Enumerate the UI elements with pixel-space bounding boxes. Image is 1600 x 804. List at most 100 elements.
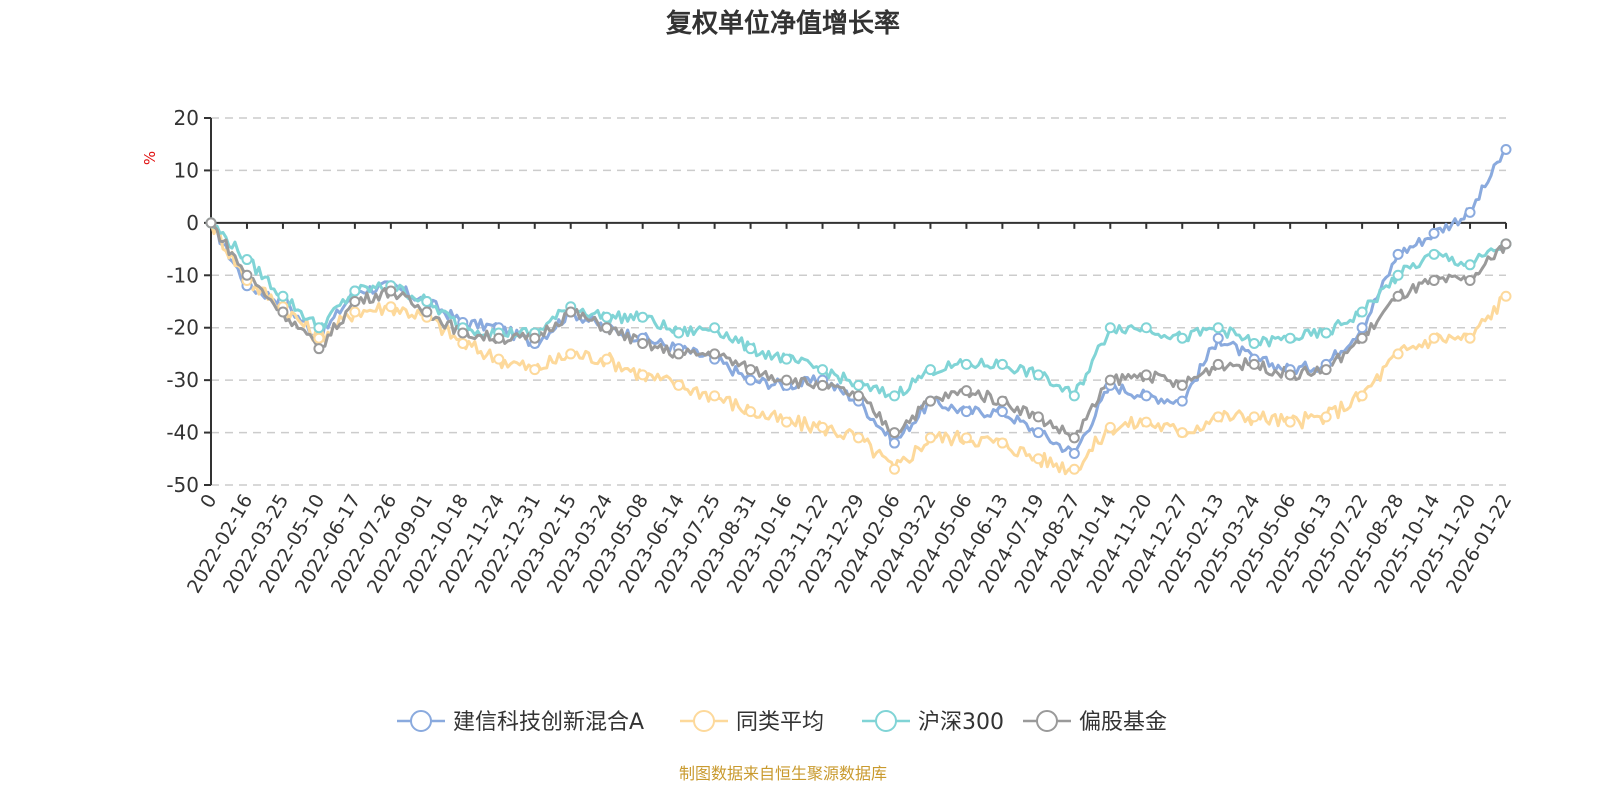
data-point (1356, 322, 1368, 334)
data-point (313, 332, 325, 344)
data-point (241, 254, 253, 266)
data-point (781, 374, 793, 386)
data-point (1212, 411, 1224, 423)
data-source-footer: 制图数据来自恒生聚源数据库 (679, 764, 887, 783)
data-point (1176, 379, 1188, 391)
data-point (1392, 290, 1404, 302)
data-point (1248, 337, 1260, 349)
data-point (888, 390, 900, 402)
data-point (529, 332, 541, 344)
data-point (1356, 306, 1368, 318)
data-point (745, 374, 757, 386)
data-point (205, 217, 217, 229)
data-point (960, 358, 972, 370)
chart-title: 复权单位净值增长率 (666, 8, 900, 39)
y-tick-label: -20 (166, 316, 199, 340)
data-point (709, 390, 721, 402)
data-point (1464, 332, 1476, 344)
y-tick-label: 10 (174, 158, 199, 182)
data-point (1104, 322, 1116, 334)
legend-label: 偏股基金 (1079, 710, 1167, 735)
data-point (1356, 332, 1368, 344)
data-point (1500, 238, 1512, 250)
data-point (1392, 348, 1404, 360)
data-point (457, 337, 469, 349)
data-point (1212, 332, 1224, 344)
legend-marker-icon (875, 710, 897, 732)
data-point (565, 348, 577, 360)
data-point (1464, 259, 1476, 271)
data-point (1248, 358, 1260, 370)
data-point (421, 306, 433, 318)
data-point (637, 337, 649, 349)
data-point (1032, 411, 1044, 423)
data-point (745, 364, 757, 376)
data-point (888, 427, 900, 439)
data-point (888, 437, 900, 449)
legend-marker-icon (1036, 710, 1058, 732)
data-point (1428, 275, 1440, 287)
data-point (313, 322, 325, 334)
data-point (1320, 364, 1332, 376)
data-point (241, 269, 253, 281)
data-point (1428, 332, 1440, 344)
data-point (1176, 427, 1188, 439)
data-point (1176, 395, 1188, 407)
data-point (349, 285, 361, 297)
data-point (673, 379, 685, 391)
data-point (493, 353, 505, 365)
data-point (1176, 332, 1188, 344)
legend-item[interactable]: 同类平均 (680, 710, 824, 735)
y-axis-label: % (141, 151, 159, 165)
data-point (1500, 290, 1512, 302)
data-point (745, 406, 757, 418)
data-point (853, 432, 864, 444)
y-tick-label: 20 (174, 106, 199, 130)
legend-item[interactable]: 沪深300 (862, 710, 1004, 735)
data-point (1212, 358, 1224, 370)
data-point (1104, 421, 1116, 433)
y-tick-label: 0 (186, 211, 199, 235)
data-point (1068, 463, 1080, 475)
legend-item[interactable]: 建信科技创新混合A (397, 710, 644, 735)
data-point (888, 463, 900, 475)
data-point (1392, 269, 1404, 281)
x-tick-label: 0 (196, 491, 221, 512)
data-point (637, 311, 649, 323)
data-point (853, 390, 864, 402)
data-point (421, 296, 433, 307)
data-point (1284, 369, 1296, 381)
data-point (1284, 332, 1296, 344)
data-point (1140, 390, 1152, 402)
legend-marker-icon (693, 710, 715, 732)
data-point (1464, 206, 1476, 218)
data-point (960, 385, 972, 397)
data-point (601, 322, 613, 334)
data-point (673, 327, 685, 339)
data-point (1248, 411, 1260, 423)
data-point (996, 406, 1008, 418)
y-tick-label: -40 (166, 421, 199, 445)
data-point (1140, 322, 1152, 334)
data-point (1212, 322, 1224, 334)
data-point (1500, 143, 1512, 155)
data-point (1068, 390, 1080, 402)
data-point (1392, 248, 1404, 260)
data-point (924, 432, 936, 444)
data-point (996, 395, 1008, 407)
data-point (1320, 411, 1332, 423)
legend-label: 同类平均 (736, 710, 824, 735)
data-point (457, 327, 469, 339)
data-point (781, 416, 793, 428)
data-point (1140, 369, 1152, 381)
data-point (996, 358, 1008, 370)
data-point (853, 379, 864, 391)
data-point (313, 343, 325, 355)
data-point (1032, 369, 1044, 381)
data-point (960, 406, 972, 418)
data-point (1032, 453, 1044, 465)
data-point (349, 306, 361, 318)
data-point (601, 353, 613, 365)
data-point (1464, 275, 1476, 287)
legend-item[interactable]: 偏股基金 (1023, 710, 1167, 735)
